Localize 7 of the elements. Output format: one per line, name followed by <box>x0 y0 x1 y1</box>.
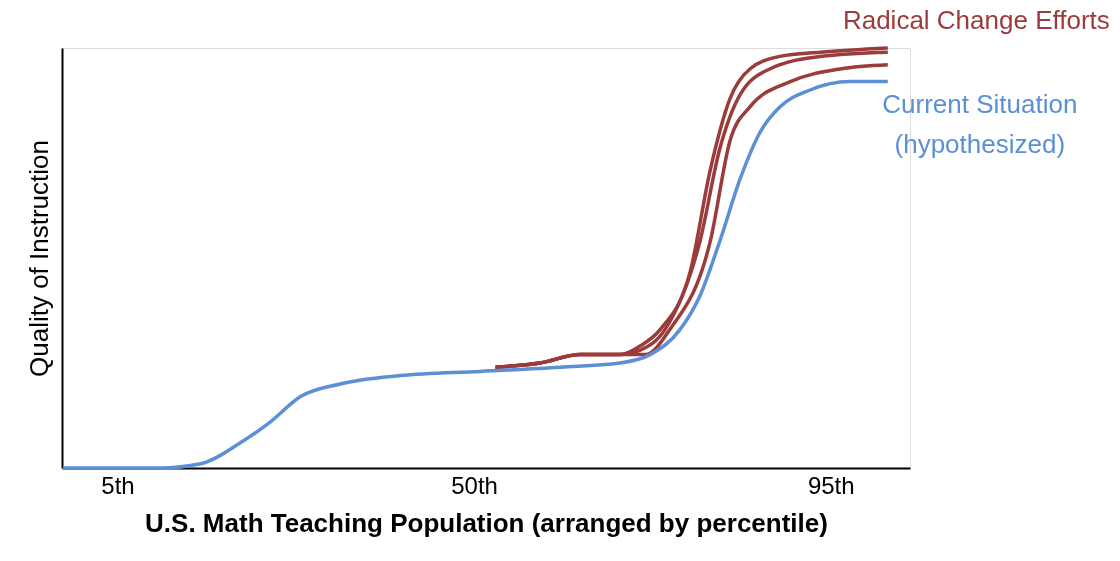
x-tick-label: 95th <box>807 471 855 499</box>
series-label: Radical Change Efforts <box>842 5 1110 35</box>
x-tick-label: 50th <box>451 471 498 499</box>
series-label: Current Situation (hypothesized) <box>882 88 1078 159</box>
y-axis-title: Quality of Instruction <box>23 140 54 377</box>
x-tick-label: 5th <box>101 471 135 499</box>
x-axis-title: U.S. Math Teaching Population (arranged by percentile) <box>145 507 828 538</box>
